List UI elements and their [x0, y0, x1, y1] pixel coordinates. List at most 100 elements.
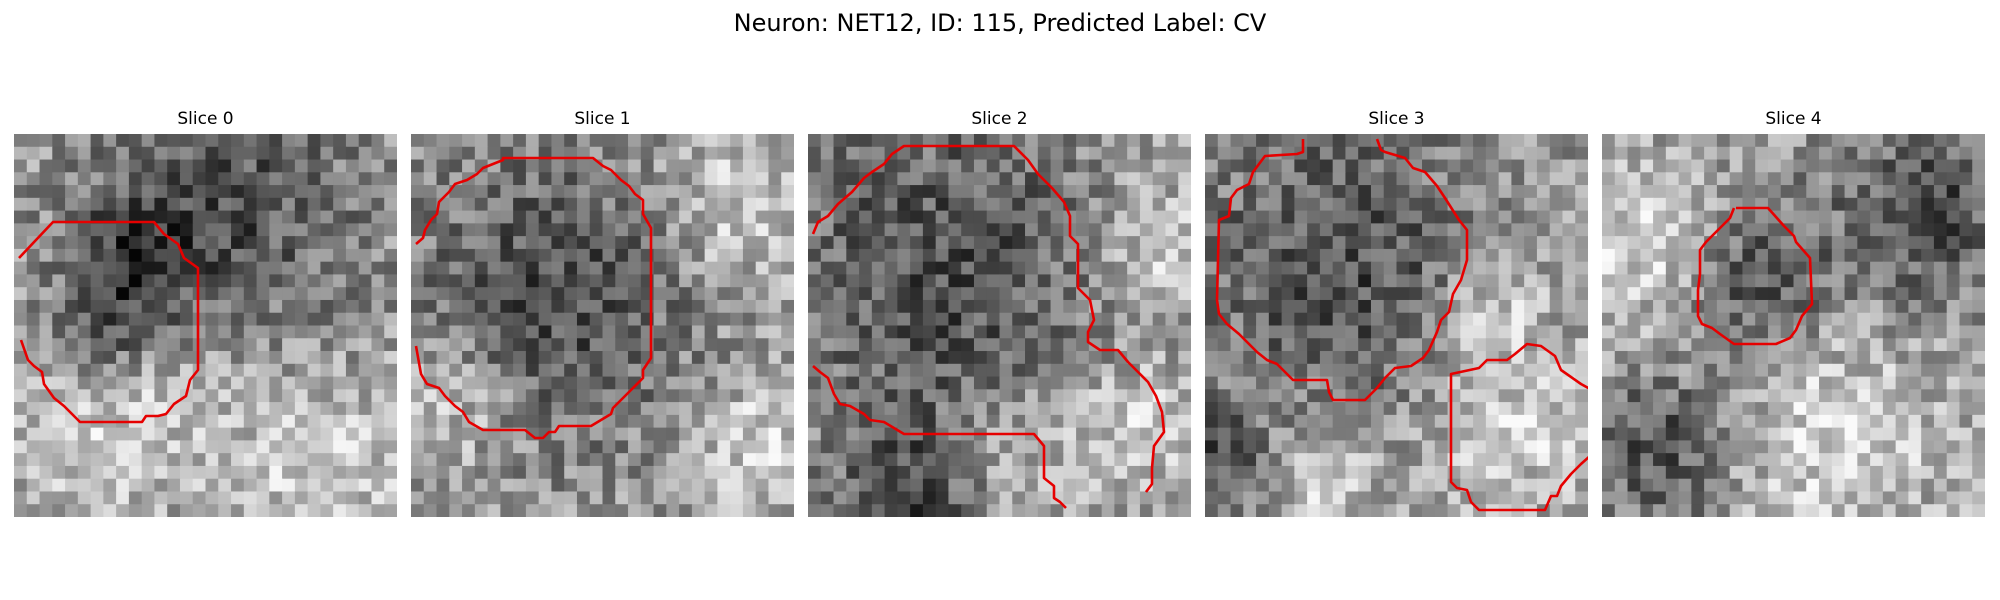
- pixel: [1806, 338, 1820, 352]
- pixel: [1895, 427, 1909, 441]
- pixel: [1281, 351, 1295, 365]
- pixel: [1025, 338, 1039, 352]
- pixel: [1319, 261, 1334, 276]
- pixel: [192, 134, 207, 148]
- pixel: [1549, 134, 1564, 148]
- pixel: [1101, 146, 1115, 161]
- pixel: [628, 261, 642, 276]
- pixel: [1205, 389, 1219, 403]
- pixel: [320, 210, 334, 224]
- pixel: [1127, 427, 1141, 441]
- pixel: [1268, 172, 1283, 186]
- pixel: [1614, 287, 1629, 301]
- pixel: [1256, 491, 1270, 505]
- pixel: [564, 338, 578, 352]
- pixel: [205, 427, 219, 441]
- pixel: [1704, 351, 1718, 365]
- pixel: [167, 274, 181, 288]
- pixel: [1025, 491, 1039, 505]
- pixel: [704, 172, 718, 186]
- pixel: [1358, 172, 1372, 186]
- pixel: [154, 159, 168, 173]
- pixel: [1844, 134, 1858, 148]
- pixel: [1742, 134, 1756, 148]
- pixel: [1959, 453, 1973, 467]
- pixel: [371, 402, 385, 416]
- pixel: [231, 146, 245, 161]
- pixel: [1383, 134, 1398, 148]
- pixel: [1831, 478, 1846, 493]
- pixel: [256, 210, 270, 224]
- pixel: [154, 363, 168, 378]
- pixel: [1895, 248, 1909, 263]
- pixel: [1972, 376, 1985, 390]
- pixel: [1460, 299, 1474, 314]
- pixel: [39, 325, 53, 339]
- pixel: [77, 465, 92, 480]
- pixel: [269, 172, 283, 186]
- pixel: [1536, 427, 1551, 441]
- pixel: [1767, 363, 1782, 378]
- pixel: [1806, 402, 1820, 416]
- pixel: [871, 223, 886, 237]
- pixel: [1319, 504, 1334, 517]
- pixel: [1332, 351, 1347, 365]
- pixel: [1767, 299, 1782, 314]
- pixel: [1831, 185, 1846, 199]
- pixel: [1396, 504, 1410, 517]
- pixel: [1076, 134, 1090, 148]
- pixel: [1127, 248, 1141, 263]
- pixel: [910, 197, 924, 212]
- pixel: [1806, 389, 1820, 403]
- pixel: [1088, 504, 1103, 517]
- pixel: [1383, 299, 1398, 314]
- pixel: [65, 440, 79, 454]
- pixel: [167, 312, 181, 327]
- pixel: [103, 351, 117, 365]
- pixel: [26, 427, 41, 441]
- pixel: [1831, 453, 1846, 467]
- pixel: [730, 414, 744, 429]
- pixel: [1409, 274, 1423, 288]
- pixel: [922, 465, 937, 480]
- pixel: [423, 312, 438, 327]
- pixel: [1114, 185, 1128, 199]
- pixel: [704, 248, 718, 263]
- segmentation-contours: [811, 144, 1166, 509]
- pixel: [704, 159, 718, 173]
- pixel: [449, 248, 463, 263]
- pixel: [1870, 465, 1884, 480]
- pixel: [1844, 287, 1858, 301]
- pixel: [1498, 453, 1512, 467]
- pixel: [1819, 402, 1833, 416]
- pixel: [910, 478, 924, 493]
- pixel: [1205, 134, 1219, 148]
- pixel: [1434, 223, 1449, 237]
- pixel: [653, 146, 667, 161]
- pixel: [551, 223, 565, 237]
- pixel: [768, 134, 782, 148]
- pixel: [1793, 427, 1807, 441]
- pixel: [269, 427, 283, 441]
- pixel: [1460, 402, 1474, 416]
- pixel: [1025, 197, 1039, 212]
- pixel: [77, 210, 92, 224]
- pixel: [205, 287, 219, 301]
- pixel: [1485, 440, 1500, 454]
- segmentation-contour: [18, 220, 200, 424]
- pixel: [462, 261, 476, 276]
- pixel: [961, 261, 975, 276]
- pixel: [1294, 478, 1308, 493]
- pixel: [1383, 427, 1398, 441]
- pixel: [243, 376, 258, 390]
- pixel: [1383, 287, 1398, 301]
- pixel: [948, 134, 962, 148]
- pixel: [1268, 248, 1283, 263]
- pixel: [1012, 414, 1026, 429]
- pixel: [730, 287, 744, 301]
- pixel: [1422, 363, 1436, 378]
- pixel: [691, 197, 706, 212]
- pixel: [755, 210, 770, 224]
- pixel: [1895, 338, 1909, 352]
- pixel: [192, 248, 207, 263]
